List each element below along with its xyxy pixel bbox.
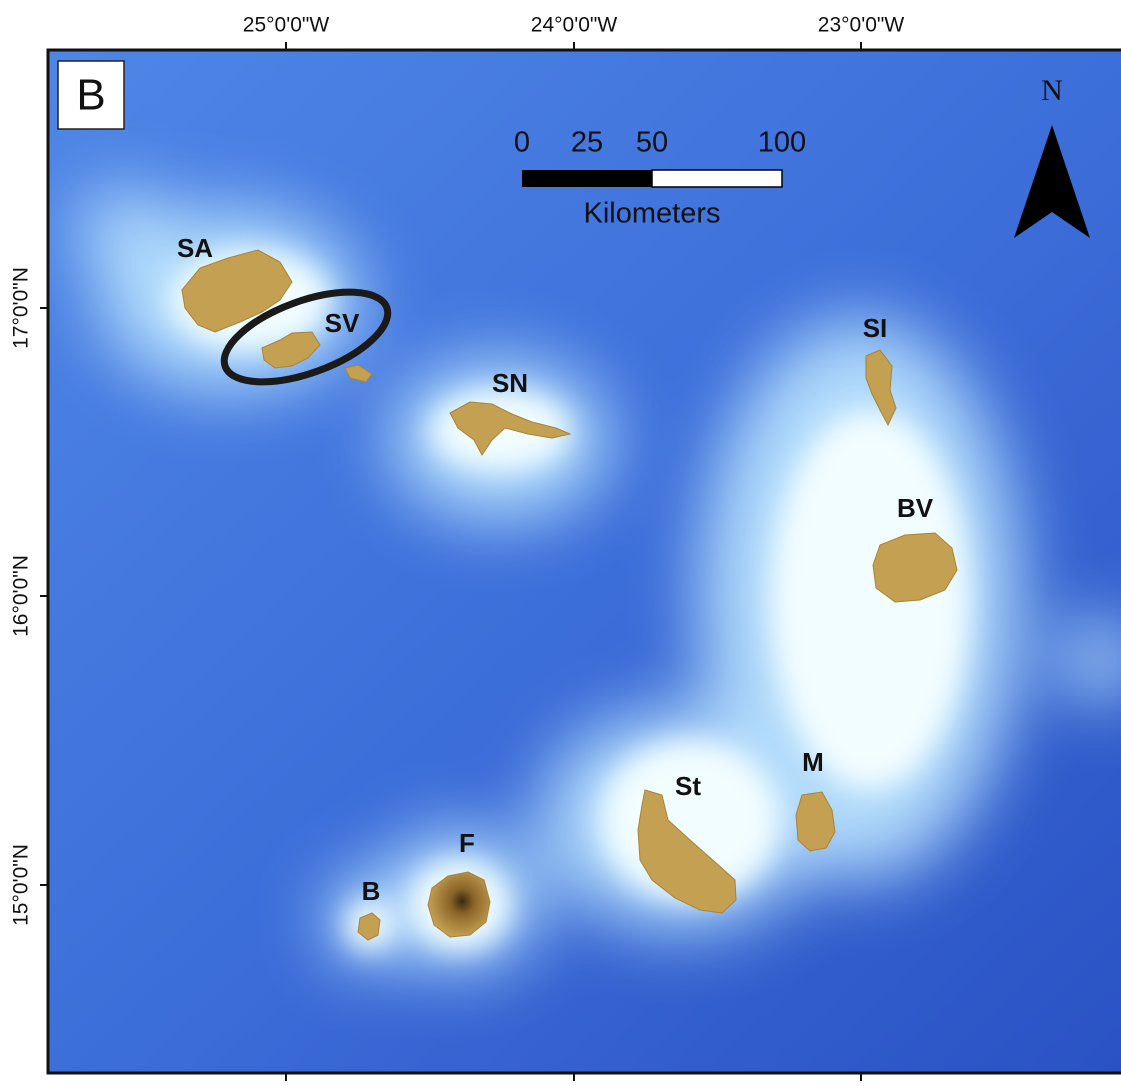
scale-segment — [652, 170, 782, 187]
island-label: M — [802, 747, 824, 777]
scale-label: 50 — [636, 127, 668, 159]
scale-label: 100 — [758, 127, 806, 159]
latitude-label: 15°0'0"N — [10, 844, 33, 926]
latitude-label: 17°0'0"N — [10, 267, 33, 349]
longitude-label: 25°0'0"W — [243, 14, 330, 37]
scale-unit: Kilometers — [584, 198, 721, 230]
island-label: SN — [492, 368, 528, 398]
island-label: SA — [177, 233, 213, 263]
longitude-label: 23°0'0"W — [818, 14, 905, 37]
longitude-label: 24°0'0"W — [531, 14, 618, 37]
panel-label: B — [76, 71, 105, 120]
scale-label: 0 — [514, 127, 530, 159]
island-label: St — [675, 771, 701, 801]
north-label: N — [1041, 74, 1063, 107]
island-label: BV — [897, 493, 934, 523]
island-label: SV — [325, 308, 360, 338]
page: {"panel_label": "B", "longitude_labels":… — [0, 0, 1121, 1086]
island-label: SI — [863, 313, 888, 343]
latitude-label: 16°0'0"N — [10, 555, 33, 637]
island-label: F — [459, 828, 475, 858]
bathymetry: SA SV SN SI BV St M F B B 0 25 50 100 Kilometers N — [48, 50, 1121, 1073]
island-label: B — [362, 876, 381, 906]
scale-segment — [522, 170, 652, 187]
scale-label: 25 — [571, 127, 603, 159]
map: SA SV SN SI BV St M F B B 0 25 50 100 Kilometers N 2… — [0, 0, 1121, 1081]
